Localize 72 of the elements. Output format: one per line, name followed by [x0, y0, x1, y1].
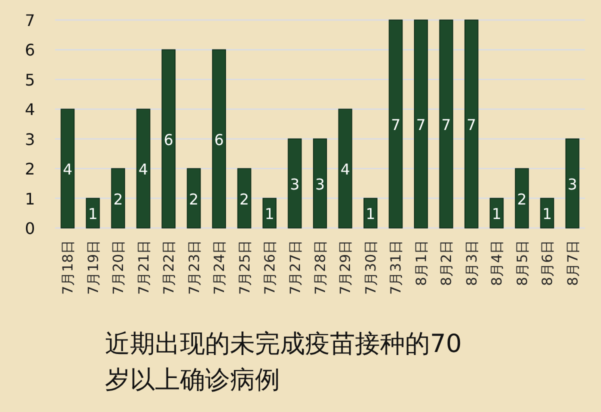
- x-tick-label: 7月24日: [212, 240, 228, 295]
- x-tick-label: 7月29日: [338, 240, 354, 295]
- bar: [514, 168, 529, 228]
- data-label: 2: [517, 190, 527, 208]
- data-label: 4: [138, 160, 148, 179]
- bar: [262, 198, 276, 228]
- bar: [86, 198, 100, 228]
- x-tick-label: 7月27日: [288, 240, 304, 295]
- y-tick-label: 3: [24, 130, 36, 149]
- data-label: 1: [88, 205, 98, 224]
- x-tick-label: 7月19日: [86, 240, 102, 295]
- data-label: 7: [466, 116, 476, 134]
- y-tick-label: 5: [24, 70, 36, 90]
- x-tick-label: 8月2日: [439, 240, 456, 286]
- data-label: 4: [340, 160, 350, 179]
- data-label: 7: [390, 116, 400, 134]
- bar: [288, 138, 302, 228]
- bar: [313, 138, 327, 228]
- data-label: 1: [492, 205, 502, 224]
- x-tick-label: 7月31日: [388, 240, 405, 295]
- y-tick-label: 6: [24, 40, 36, 60]
- data-label: 4: [62, 160, 72, 179]
- bar: [338, 108, 352, 228]
- y-tick-label: 4: [24, 100, 36, 120]
- data-label: 1: [542, 205, 552, 224]
- bar: [237, 168, 252, 228]
- x-tick-label: 7月25日: [237, 240, 254, 295]
- text: 近期出现的未完成疫苗接种的70岁以上确诊病例: [105, 328, 463, 396]
- bar: [162, 49, 176, 228]
- bar: [111, 168, 126, 228]
- data-label: 2: [113, 190, 123, 208]
- bar: [212, 49, 226, 228]
- bar: [136, 108, 150, 228]
- bar: [60, 108, 75, 228]
- bar: [540, 198, 554, 228]
- x-tick-label: 7月18日: [60, 240, 77, 295]
- x-tick-label: 7月23日: [186, 240, 203, 295]
- x-tick-label: 7月26日: [262, 240, 279, 295]
- y-tick-label: 1: [24, 189, 36, 208]
- x-tick-label: 7月20日: [111, 240, 128, 295]
- x-tick-label: 8月1日: [414, 240, 430, 286]
- x-tick-label: 8月7日: [565, 240, 582, 286]
- data-label: 2: [240, 190, 250, 208]
- bar: [490, 198, 504, 228]
- bar: [565, 138, 580, 228]
- bar: [414, 20, 428, 228]
- bar: [439, 20, 454, 228]
- data-label: 7: [441, 116, 451, 134]
- bar: [388, 20, 403, 228]
- data-label: 2: [189, 190, 199, 208]
- bar: [464, 20, 478, 228]
- bar: [364, 198, 378, 228]
- y-tick-label: 7: [24, 11, 36, 30]
- data-label: 3: [568, 175, 578, 194]
- x-tick-label: 8月6日: [540, 240, 556, 286]
- bar: [186, 168, 201, 228]
- x-tick-label: 7月28日: [313, 240, 329, 295]
- data-label: 6: [214, 130, 224, 149]
- x-tick-label: 8月4日: [490, 240, 506, 286]
- data-label: 3: [290, 175, 300, 194]
- data-label: 1: [264, 205, 274, 224]
- y-tick-label: 2: [24, 160, 36, 179]
- x-tick-label: 7月30日: [363, 240, 380, 295]
- data-label: 3: [315, 175, 325, 194]
- data-label: 1: [366, 205, 376, 224]
- data-label: 6: [164, 130, 174, 149]
- x-tick-label: 7月21日: [136, 240, 152, 295]
- y-tick-label: 0: [24, 219, 36, 238]
- data-label: 7: [416, 116, 426, 134]
- x-tick-label: 7月22日: [162, 240, 178, 295]
- x-tick-label: 8月3日: [464, 240, 480, 286]
- x-tick-label: 8月5日: [514, 240, 531, 286]
